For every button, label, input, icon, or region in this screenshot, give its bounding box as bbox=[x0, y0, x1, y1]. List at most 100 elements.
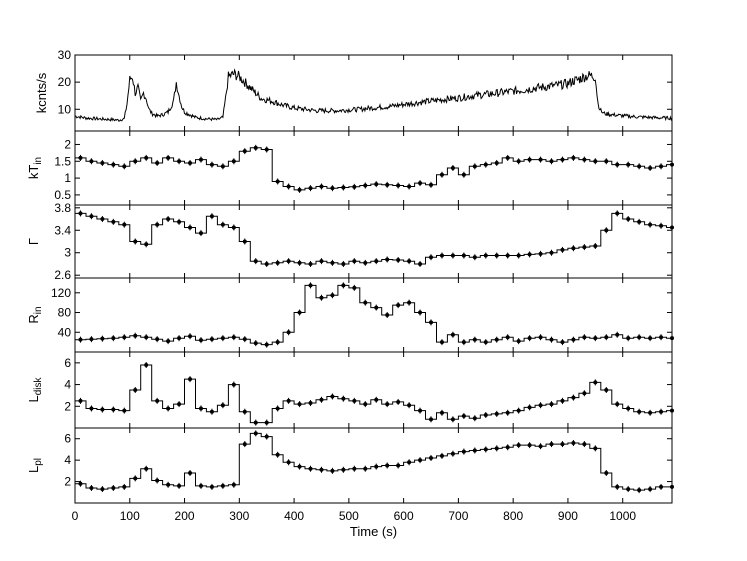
data-point bbox=[253, 420, 258, 425]
data-point bbox=[385, 182, 390, 187]
step-line bbox=[75, 212, 672, 265]
panel-frame bbox=[74, 54, 673, 132]
data-point bbox=[461, 414, 466, 419]
data-point bbox=[111, 407, 116, 412]
data-point bbox=[188, 377, 193, 382]
data-point bbox=[100, 160, 105, 165]
x-tick-label: 500 bbox=[339, 509, 359, 523]
y-axis-label-main: kT bbox=[26, 165, 41, 180]
data-point bbox=[89, 486, 94, 490]
panel-L_disk: 2 4 6 Ldisk bbox=[26, 351, 674, 429]
data-point bbox=[527, 405, 532, 410]
x-axis-label: Time (s) bbox=[350, 524, 397, 539]
data-point bbox=[637, 164, 642, 169]
data-point bbox=[341, 467, 346, 472]
data-point bbox=[275, 340, 280, 345]
data-point bbox=[264, 342, 269, 347]
data-point bbox=[637, 409, 642, 414]
y-axis-label-main: R bbox=[26, 314, 41, 323]
data-point bbox=[122, 164, 127, 169]
y-axis-label: kTin bbox=[26, 157, 44, 179]
data-point bbox=[505, 335, 510, 340]
x-tick-label: 400 bbox=[284, 509, 304, 523]
data-point bbox=[78, 337, 83, 342]
data-point bbox=[144, 155, 149, 160]
data-point bbox=[538, 444, 543, 449]
data-point bbox=[560, 340, 565, 345]
data-point bbox=[461, 172, 466, 177]
data-point bbox=[363, 300, 368, 305]
data-point bbox=[89, 406, 94, 411]
data-point bbox=[637, 335, 642, 340]
data-point bbox=[341, 396, 346, 401]
data-point bbox=[89, 159, 94, 164]
data-point bbox=[100, 487, 105, 492]
data-point bbox=[253, 341, 258, 346]
data-point bbox=[231, 482, 236, 487]
data-point bbox=[341, 261, 346, 266]
data-point bbox=[177, 402, 182, 407]
panel-R_in: 40 80 120 Rin bbox=[26, 277, 674, 353]
data-point bbox=[505, 155, 510, 160]
data-point bbox=[319, 467, 324, 472]
data-point bbox=[242, 442, 247, 447]
data-point bbox=[516, 339, 521, 344]
data-point bbox=[593, 336, 598, 341]
data-point bbox=[461, 449, 466, 454]
data-point bbox=[188, 225, 193, 230]
data-point bbox=[648, 222, 653, 227]
data-point bbox=[352, 466, 357, 471]
data-point bbox=[429, 182, 434, 187]
data-point bbox=[483, 447, 488, 452]
y-axis-label-subscript: in bbox=[33, 157, 44, 165]
data-point bbox=[637, 488, 642, 493]
data-point bbox=[177, 159, 182, 164]
x-tick-label: 1000 bbox=[609, 509, 636, 523]
data-point bbox=[308, 261, 313, 266]
y-tick-label: 3 bbox=[64, 246, 71, 260]
data-point bbox=[571, 246, 576, 251]
data-point bbox=[615, 211, 620, 216]
x-tick-label: 900 bbox=[558, 509, 578, 523]
data-point bbox=[352, 285, 357, 290]
data-point bbox=[297, 402, 302, 407]
data-point bbox=[198, 338, 203, 343]
data-point bbox=[385, 402, 390, 407]
data-point bbox=[155, 337, 160, 342]
data-point bbox=[100, 217, 105, 222]
data-point bbox=[275, 260, 280, 265]
data-point bbox=[111, 486, 116, 490]
data-point bbox=[505, 445, 510, 450]
y-tick-label: 4 bbox=[64, 453, 71, 467]
x-tick-label: 200 bbox=[175, 509, 195, 523]
data-point bbox=[516, 253, 521, 258]
data-point bbox=[626, 217, 631, 222]
y-axis-label-main: L bbox=[26, 395, 41, 402]
data-point bbox=[330, 394, 335, 399]
data-point bbox=[483, 340, 488, 345]
y-tick-label: 10 bbox=[58, 102, 72, 116]
data-point bbox=[582, 335, 587, 340]
data-point bbox=[264, 147, 269, 152]
data-point bbox=[626, 487, 631, 492]
data-point bbox=[604, 471, 609, 475]
data-point bbox=[472, 448, 477, 453]
step-line bbox=[75, 432, 672, 491]
panel-L_pl: 2 4 6 Lpl 0 100 200 300 400 500 600 700 800 900 1000 Ti… bbox=[26, 427, 674, 539]
y-tick-label: 0.5 bbox=[54, 188, 71, 202]
data-point bbox=[144, 335, 149, 340]
data-point bbox=[396, 463, 401, 468]
data-point bbox=[133, 239, 138, 244]
data-point bbox=[418, 458, 423, 463]
data-point bbox=[374, 182, 379, 187]
data-point bbox=[670, 336, 674, 341]
data-point bbox=[188, 334, 193, 339]
data-point bbox=[275, 452, 280, 457]
data-point bbox=[319, 184, 324, 189]
data-point bbox=[155, 160, 160, 165]
data-point bbox=[582, 245, 587, 250]
data-point bbox=[560, 157, 565, 162]
data-point bbox=[220, 403, 225, 408]
data-point bbox=[604, 228, 609, 233]
data-point bbox=[637, 219, 642, 224]
